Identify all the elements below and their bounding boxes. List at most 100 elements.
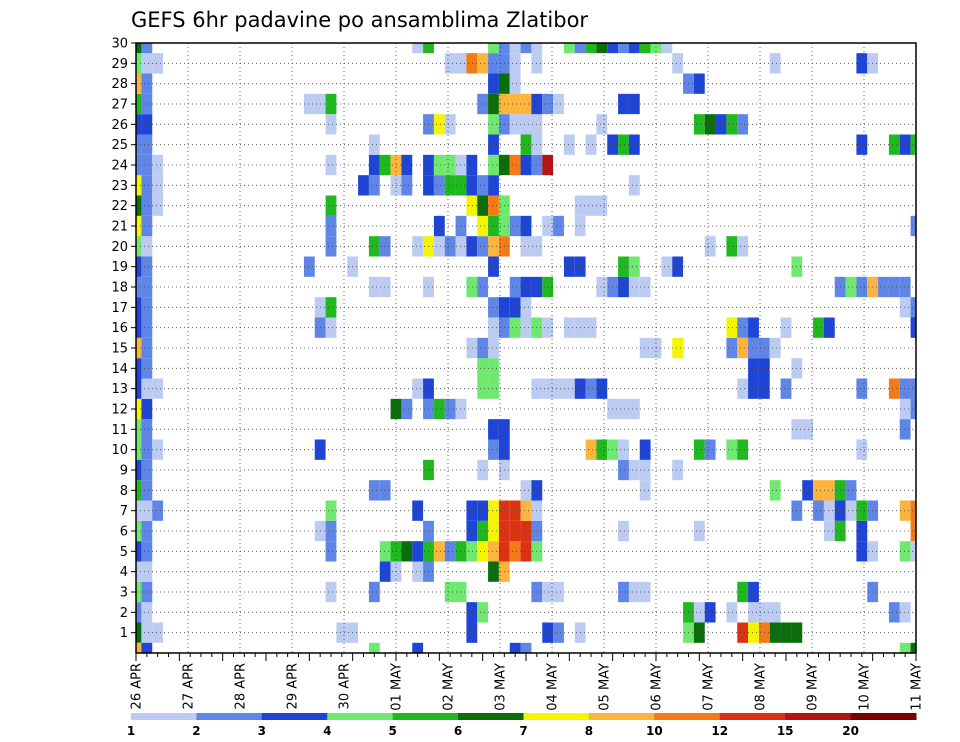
heatmap-cell <box>141 541 153 562</box>
heatmap-cell <box>368 154 380 176</box>
x-tick-label: 06 MAY <box>650 663 665 711</box>
x-tick-label: 30 APR <box>338 663 353 709</box>
heatmap-cell <box>737 317 749 338</box>
heatmap-cell <box>553 581 564 603</box>
heatmap-cell <box>520 297 532 318</box>
heatmap-cell <box>628 256 640 277</box>
x-tick-label: 02 MAY <box>442 663 457 711</box>
heatmap-cell <box>488 195 499 216</box>
heatmap-cell <box>433 175 445 196</box>
heatmap-cell <box>498 43 510 54</box>
colorbar-swatch <box>196 713 263 720</box>
heatmap-cell <box>136 93 142 115</box>
heatmap-cell <box>585 43 597 54</box>
heatmap-cell <box>379 480 391 501</box>
heatmap-cell <box>596 114 608 135</box>
heatmap-cell <box>618 43 629 54</box>
heatmap-cell <box>152 378 164 399</box>
heatmap-cell <box>769 480 781 501</box>
heatmap-cell <box>780 317 792 338</box>
heatmap-cell <box>910 642 916 653</box>
heatmap-cell <box>136 622 142 643</box>
heatmap-cell <box>477 93 489 115</box>
heatmap-cell <box>693 439 705 460</box>
heatmap-cell <box>769 337 781 359</box>
heatmap-cell <box>152 439 164 460</box>
heatmap-cell <box>379 561 391 582</box>
heatmap-cell <box>136 114 142 135</box>
heatmap-cell <box>553 378 564 399</box>
heatmap-cell <box>488 154 499 176</box>
heatmap-cell <box>141 337 153 359</box>
heatmap-cell <box>628 43 640 54</box>
heatmap-cell <box>141 134 153 155</box>
heatmap-cell <box>596 43 608 54</box>
heatmap-cell <box>737 114 749 135</box>
heatmap-cell <box>726 439 738 460</box>
heatmap-cell <box>325 500 337 521</box>
heatmap-cell <box>856 53 868 74</box>
heatmap-cell <box>136 358 142 379</box>
heatmap-cell <box>141 439 153 460</box>
heatmap-cell <box>639 459 651 481</box>
heatmap-cell <box>748 337 759 359</box>
heatmap-cell <box>704 602 716 623</box>
heatmap-cell <box>520 236 532 257</box>
heatmap-cell <box>466 175 478 196</box>
y-tick-label: 20 <box>111 240 128 255</box>
heatmap-cell <box>141 297 153 318</box>
x-tick-label: 05 MAY <box>598 663 613 711</box>
heatmap-cell <box>888 602 900 623</box>
heatmap-cell <box>596 195 608 216</box>
heatmap-cell <box>141 520 153 542</box>
heatmap-cell <box>596 378 608 399</box>
heatmap-cell <box>553 93 564 115</box>
colorbar-swatch <box>523 713 590 720</box>
y-tick-label: 21 <box>111 220 128 235</box>
heatmap-cell <box>628 175 640 196</box>
heatmap-cell <box>748 581 759 603</box>
heatmap-cell <box>141 480 153 501</box>
y-tick-label: 29 <box>111 57 128 72</box>
heatmap-cell <box>141 561 153 582</box>
heatmap-cell <box>574 43 586 54</box>
heatmap-cell <box>488 236 499 257</box>
heatmap-cell <box>509 642 521 653</box>
y-tick-label: 27 <box>111 98 128 113</box>
colorbar-swatch <box>131 713 197 720</box>
heatmap-cell <box>704 236 716 257</box>
heatmap-cell <box>488 256 499 277</box>
heatmap-cell <box>401 154 413 176</box>
colorbar-label: 15 <box>777 724 794 738</box>
heatmap-cell <box>466 195 478 216</box>
y-tick-label: 9 <box>120 464 128 479</box>
heatmap-cell <box>141 500 153 521</box>
heatmap-cell <box>618 134 629 155</box>
heatmap-cell <box>563 378 575 399</box>
heatmap-cell <box>910 134 916 155</box>
heatmap-cell <box>910 541 916 562</box>
heatmap-cell <box>488 419 499 440</box>
heatmap-cell <box>780 378 792 399</box>
heatmap-cell <box>488 541 499 562</box>
heatmap-cell <box>704 439 716 460</box>
heatmap-cell <box>141 114 153 135</box>
heatmap-cell <box>823 500 835 521</box>
heatmap-cell <box>509 215 521 237</box>
colorbar-label: 1 <box>127 724 135 738</box>
colorbar-label: 8 <box>585 724 593 738</box>
heatmap-cell <box>477 459 489 481</box>
heatmap-cell <box>628 93 640 115</box>
heatmap-cell <box>488 561 499 582</box>
heatmap-cell <box>845 500 857 521</box>
heatmap-cell <box>136 317 142 338</box>
heatmap-cell <box>618 398 629 420</box>
heatmap-cell <box>141 195 153 216</box>
heatmap-cell <box>325 93 337 115</box>
heatmap-cell <box>899 419 911 440</box>
heatmap-cell <box>650 43 662 54</box>
heatmap-cell <box>813 317 824 338</box>
heatmap-cell <box>639 276 651 298</box>
y-tick-label: 18 <box>111 281 128 296</box>
